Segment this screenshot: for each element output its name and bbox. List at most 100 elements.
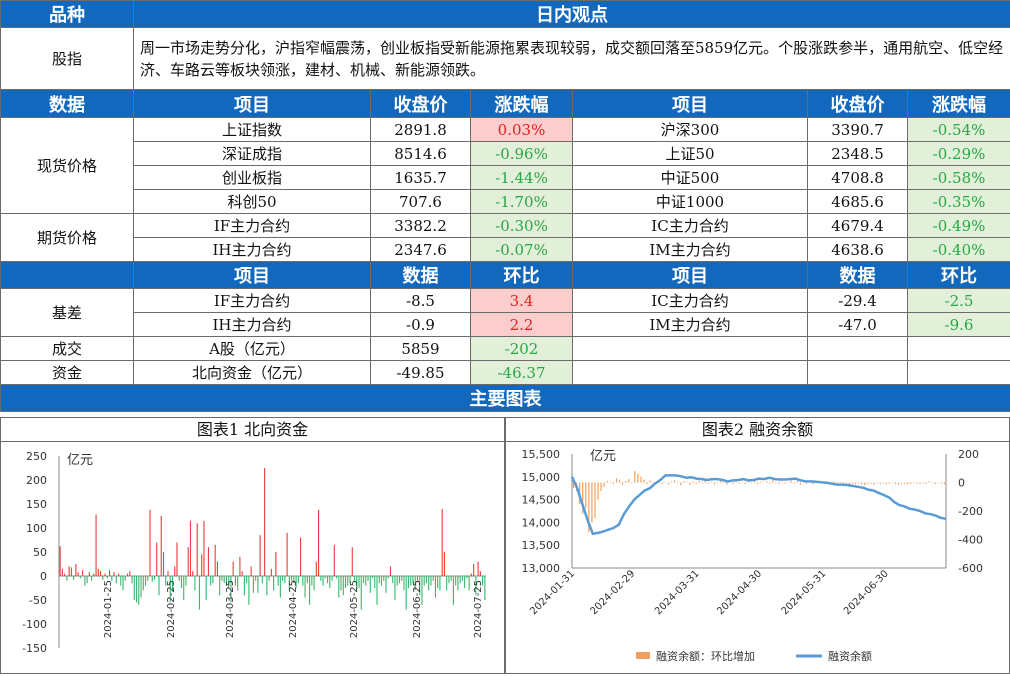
bar: [73, 576, 75, 580]
bar: [79, 576, 81, 579]
margin-change-bar: [615, 478, 618, 483]
margin-change-bar: [649, 480, 651, 483]
margin-change-bar: [603, 482, 605, 487]
y-tick-label: 200: [26, 474, 47, 487]
bar: [207, 547, 210, 576]
bar: [349, 576, 351, 584]
basis-right-value-2: -47.0: [807, 312, 908, 337]
bar: [237, 576, 239, 591]
margin-change-bar: [689, 482, 691, 485]
spot-left-close-1: 2891.8: [370, 117, 471, 142]
margin-change-bar: [637, 473, 639, 483]
margin-change-bar: [836, 482, 838, 484]
capital-name: 北向资金（亿元）: [133, 360, 371, 385]
margin-change-bar: [674, 480, 676, 483]
bar: [452, 576, 454, 605]
margin-change-bar: [904, 482, 906, 484]
bar: [335, 576, 338, 579]
y-tick-label: 250: [26, 450, 47, 463]
bar: [216, 561, 219, 576]
y-axis-unit: 亿元: [590, 449, 616, 464]
bar: [86, 576, 88, 584]
bar: [322, 576, 324, 586]
bar: [362, 576, 365, 584]
bar: [59, 546, 61, 576]
turnover-empty-3: [906, 336, 1010, 361]
bar: [315, 561, 317, 576]
margin-change-bar: [732, 482, 734, 484]
margin-change-bar: [888, 482, 890, 484]
bar: [66, 576, 68, 581]
margin-change-bar: [652, 481, 654, 483]
bar: [423, 576, 425, 586]
bar: [432, 576, 434, 581]
margin-change-bar: [784, 482, 786, 484]
bar: [324, 576, 326, 579]
bar: [212, 576, 214, 584]
close-col-header-right: 收盘价: [807, 89, 908, 118]
bar: [140, 576, 142, 598]
data-header-row: 数据 项目 收盘价 涨跌幅 项目 收盘价 涨跌幅: [0, 89, 1010, 118]
bar: [329, 576, 331, 588]
x-tick-label: 2024-03-25: [225, 580, 236, 638]
futures-right-name-1: IC主力合约: [572, 213, 808, 238]
legend-label-bar: 融资余额：环比增加: [656, 649, 755, 663]
margin-change-bar: [713, 482, 716, 485]
bar: [178, 576, 180, 581]
basis-change-header: 环比: [470, 261, 573, 289]
bar: [232, 561, 234, 576]
futures-left-name-1: IF主力合约: [133, 213, 371, 238]
view-header: 日内观点: [132, 0, 1010, 28]
margin-change-bar: [879, 482, 881, 484]
spot-right-name-2: 上证50: [572, 141, 808, 166]
turnover-empty-2: [807, 336, 908, 361]
margin-change-bar: [897, 482, 900, 485]
bar: [109, 570, 111, 576]
bar: [277, 576, 279, 586]
bar: [187, 547, 189, 576]
bar: [320, 576, 322, 581]
bar: [428, 576, 430, 591]
basis-row-1: 基差 IF主力合约 -8.5 3.4 IC主力合约 -29.4 -2.5: [0, 288, 1010, 337]
spot-row-4: 科创50 707.6 -1.70% 中证1000 4685.6 -0.35%: [1, 189, 1010, 214]
x-tick-label: 2024-06-30: [842, 568, 891, 617]
bar: [338, 576, 340, 598]
bar: [398, 576, 401, 584]
margin-change-bar: [618, 479, 621, 483]
northbound-chart-panel: 图表1 北向资金 250 200 150 100 50 0 -50 -100 -150 亿元 202…: [0, 417, 505, 674]
futures-row-2: IH主力合约 2347.6 -0.07% IM主力合约 4638.6 -0.40…: [1, 237, 1010, 262]
futures-right-close-2: 4638.6: [807, 237, 908, 262]
bar: [403, 576, 405, 591]
bar: [185, 576, 187, 586]
margin-change-bar: [833, 481, 835, 483]
bar: [475, 576, 477, 596]
bar: [412, 576, 414, 584]
bar: [196, 523, 198, 576]
bar: [84, 576, 86, 586]
y-tick-label: -50: [29, 594, 47, 607]
bar: [192, 571, 194, 576]
right-y-tick-label: -200: [958, 505, 983, 518]
bar: [97, 568, 99, 576]
bar: [95, 514, 97, 576]
bar: [61, 568, 63, 576]
bar: [131, 576, 133, 584]
bar: [106, 576, 108, 579]
margin-change-bar: [910, 482, 912, 484]
basis-right-value-1: -29.4: [807, 288, 908, 313]
bar: [194, 576, 196, 591]
basis-row-2: IH主力合约 -0.9 2.2 IM主力合约 -47.0 -9.6: [1, 312, 1010, 337]
spot-right-name-3: 中证500: [572, 165, 808, 190]
margin-change-bar: [864, 482, 866, 486]
bar: [448, 576, 450, 584]
bar: [144, 576, 147, 586]
top-header-row: 品种 日内观点: [0, 0, 1010, 28]
margin-change-bar: [606, 481, 608, 483]
bar: [376, 576, 378, 605]
bar: [288, 576, 290, 591]
margin-change-bar: [900, 482, 903, 484]
bar: [461, 576, 463, 581]
bar: [446, 576, 448, 591]
bar: [151, 576, 153, 582]
